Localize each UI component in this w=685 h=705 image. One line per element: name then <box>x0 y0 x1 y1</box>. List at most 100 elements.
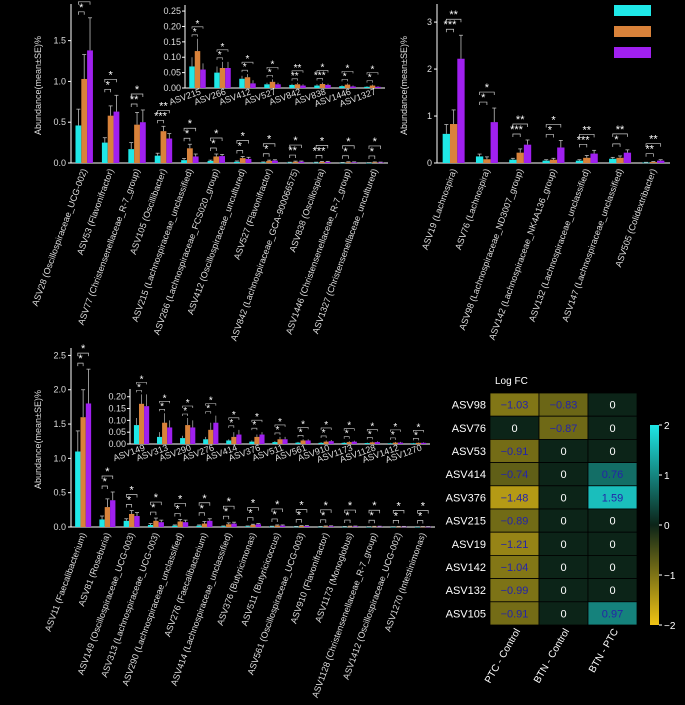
inset-bar <box>397 442 403 444</box>
sig-bracket <box>150 501 162 506</box>
inset-sig-bracket <box>216 57 223 60</box>
heatmap-cell-label: 0 <box>609 423 615 435</box>
sig-label: ** <box>159 100 168 112</box>
inset-bar <box>144 406 150 444</box>
inset-bar <box>167 427 173 444</box>
colorbar-tick-label: 2 <box>664 421 670 432</box>
sig-bracket <box>368 145 381 149</box>
sig-label: * <box>202 493 207 505</box>
inset-sig-bracket <box>366 72 379 75</box>
inset-sig-label: * <box>301 419 305 430</box>
inset-sig-bracket <box>191 34 198 37</box>
inset-sig-bracket <box>136 390 142 393</box>
bar-control <box>196 525 202 527</box>
sig-bracket <box>247 517 254 521</box>
inset-sig-bracket <box>316 78 323 81</box>
inset-sig-bracket <box>341 79 348 82</box>
bar-btn <box>623 152 632 163</box>
heatmap-cell-label: 0.97 <box>602 608 623 620</box>
bar-ptc <box>201 523 208 527</box>
inset-sig-bracket <box>297 426 309 430</box>
bar-ptc <box>239 158 246 163</box>
inset-sig-label: * <box>268 67 272 78</box>
sig-bracket <box>512 123 528 127</box>
heatmap-cell-label: 0 <box>609 539 615 551</box>
sig-bracket <box>320 509 332 513</box>
inset-sig-bracket <box>205 411 212 414</box>
bar-ptc <box>213 156 220 163</box>
bar-ptc <box>347 526 353 528</box>
inset-y-tick-label: 0.20 <box>108 392 126 402</box>
inset-sig-bracket <box>205 403 217 406</box>
inset-bar <box>250 83 256 88</box>
legend-swatch-purple <box>614 47 651 58</box>
inset-sig-bracket <box>341 71 354 74</box>
inset-sig-label: * <box>255 412 259 423</box>
sig-bracket <box>479 101 488 106</box>
bar-control <box>609 158 617 163</box>
sig-bracket <box>183 127 197 132</box>
sig-label: * <box>272 509 277 521</box>
heatmap-cell-label: 0 <box>560 492 566 504</box>
sig-label: * <box>293 135 298 147</box>
inset-y-tick-label: 0.15 <box>108 404 126 414</box>
sig-label: * <box>297 510 302 522</box>
inset-bar <box>410 443 416 444</box>
sig-bracket <box>78 1 91 5</box>
x-tick-label: ASV147 (Lachnospiraceae_unclassified) <box>560 167 625 323</box>
sig-label: * <box>130 485 135 497</box>
bar-ptc <box>371 526 378 528</box>
bar-ptc <box>371 162 378 163</box>
inset-bar <box>282 439 288 444</box>
sig-label: *** <box>577 134 591 146</box>
sig-bracket <box>125 504 133 508</box>
sig-label: * <box>345 510 350 522</box>
chart-panelD: Log FC ASV98 −1.03 −0.83 0 ASV76 0 −0.87 0 ASV53 −… <box>446 376 676 685</box>
sig-label: * <box>264 144 269 156</box>
inset-bar <box>294 84 301 88</box>
inset-sig-bracket <box>320 435 327 438</box>
inset-sig-label: * <box>343 71 347 82</box>
inset-bar <box>208 429 214 444</box>
y-tick-label: 1.0 <box>53 76 66 86</box>
bar-control <box>339 162 346 164</box>
sig-label: * <box>614 134 619 146</box>
sig-label: * <box>81 343 86 355</box>
heatmap-row-label: ASV76 <box>452 423 486 435</box>
heatmap-cell <box>587 601 638 626</box>
sig-label: * <box>108 69 113 81</box>
inset-bar <box>341 442 347 444</box>
sig-label: * <box>251 498 256 510</box>
sig-label: * <box>321 510 326 522</box>
bar-ptc <box>274 525 280 527</box>
sig-bracket <box>198 512 205 516</box>
sig-label: * <box>105 466 110 478</box>
inset-bar <box>415 442 421 444</box>
sig-bracket <box>368 519 375 524</box>
sig-bracket <box>545 124 562 128</box>
inset-bar <box>162 422 168 444</box>
bar-btn <box>255 524 262 527</box>
sig-label: * <box>418 511 423 523</box>
heatmap-cell-label: −0.74 <box>501 469 529 481</box>
sig-bracket <box>392 520 399 524</box>
inset-sig-label: * <box>322 428 326 439</box>
x-tick-label: ASV98 (Lachnospiraceae_ND3007_group) <box>457 167 525 331</box>
bar-btn <box>351 162 358 163</box>
sig-label: ** <box>583 124 592 136</box>
inset-bar <box>239 78 245 88</box>
inset-y-tick-label: 0.00 <box>108 439 126 449</box>
bar-ptc <box>128 513 135 527</box>
bar-control <box>414 526 421 528</box>
sig-label: * <box>227 496 232 508</box>
inset-sig-label: * <box>209 396 213 407</box>
sig-bracket <box>78 11 85 15</box>
y-axis-label: Abundance(mean±SE)% <box>399 36 409 135</box>
inset-sig-bracket <box>228 417 240 420</box>
bar-ptc <box>226 524 232 527</box>
heatmap-cell-label: −0.91 <box>501 608 529 620</box>
bar-btn <box>377 526 383 528</box>
sig-bracket <box>262 143 276 147</box>
sig-label: * <box>175 503 180 515</box>
sig-label: * <box>485 82 490 94</box>
